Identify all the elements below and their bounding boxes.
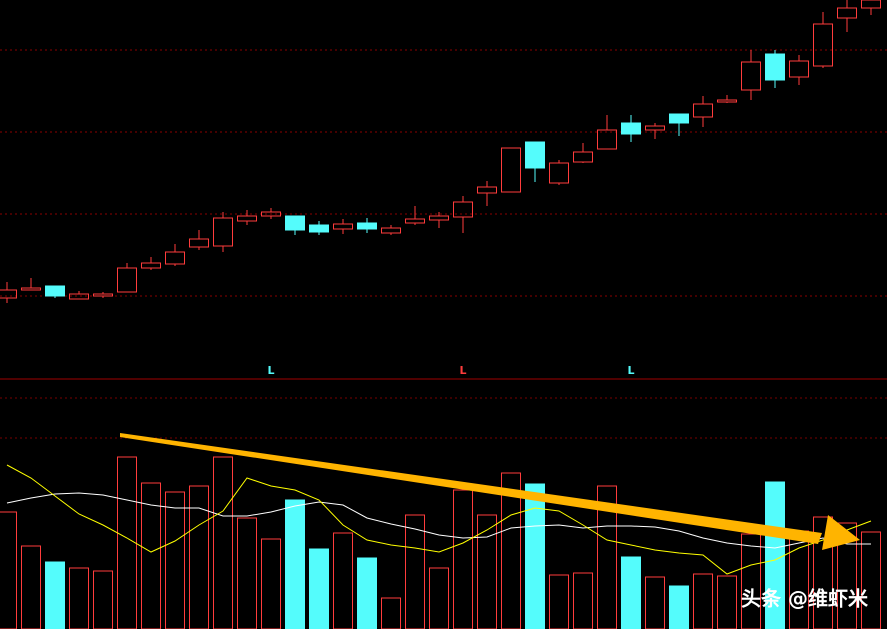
volume-bar <box>333 532 353 629</box>
candle-body <box>741 61 761 91</box>
candle-body <box>333 223 353 230</box>
volume-bar <box>525 483 545 629</box>
volume-bar <box>501 472 521 629</box>
signal-marker: L <box>627 364 634 377</box>
candle-body <box>357 222 377 230</box>
candle-body <box>453 201 473 218</box>
candle-body <box>237 215 257 222</box>
candle-body <box>477 186 497 194</box>
candle-body <box>765 53 785 81</box>
candle-body <box>309 224 329 233</box>
watermark: 头条 @维虾米 <box>741 587 869 611</box>
candle-body <box>189 238 209 248</box>
volume-bar <box>645 576 665 629</box>
candle-body <box>285 215 305 231</box>
volume-bar <box>837 522 857 629</box>
volume-bar <box>69 567 89 629</box>
candle-body <box>693 103 713 118</box>
volume-bar <box>621 556 641 629</box>
moving-average <box>6 492 871 549</box>
candle-body <box>501 147 521 193</box>
candle-body <box>597 129 617 150</box>
volume-bar <box>93 570 113 629</box>
candle-body <box>213 217 233 247</box>
candle-body <box>717 99 737 103</box>
arrow-head <box>822 515 860 550</box>
volume-bar <box>693 573 713 629</box>
volume-bar <box>429 567 449 629</box>
volume-bar <box>549 574 569 629</box>
volume-bar <box>141 482 161 629</box>
volume-bar <box>357 557 377 629</box>
candle-body <box>69 293 89 300</box>
volume-bar <box>285 499 305 629</box>
candle-body <box>549 162 569 184</box>
candle-body <box>0 289 17 299</box>
candle-body <box>45 285 65 297</box>
candle-body <box>573 151 593 163</box>
candle-body <box>813 23 833 67</box>
candle-body <box>621 122 641 135</box>
volume-bar <box>213 456 233 629</box>
volume-bar <box>573 572 593 629</box>
volume-bar <box>813 516 833 629</box>
volume-bar <box>453 489 473 629</box>
volume-bar <box>477 514 497 629</box>
volume-bar <box>309 548 329 629</box>
arrow <box>120 433 860 550</box>
volume-bar <box>405 514 425 629</box>
candle-body <box>21 287 41 291</box>
volume-bar <box>45 561 65 629</box>
volume-bar <box>261 538 281 629</box>
candle-body <box>165 251 185 265</box>
candle-body <box>405 218 425 224</box>
candle-body <box>93 293 113 297</box>
candle-body <box>525 141 545 169</box>
volume-bar <box>165 491 185 629</box>
candle-body <box>117 267 137 293</box>
candle-body <box>645 125 665 131</box>
volume-bar <box>117 456 137 629</box>
candle-body <box>669 113 689 124</box>
volume-bar <box>597 485 617 629</box>
candle-body <box>789 60 809 78</box>
volume-bar <box>237 517 257 629</box>
volume-bar <box>741 533 761 629</box>
candle-body <box>261 211 281 217</box>
volume-bar <box>189 485 209 629</box>
signal-marker: L <box>459 364 466 377</box>
arrow-shaft <box>120 433 822 544</box>
volume-bar <box>0 511 17 629</box>
volume-bar <box>669 585 689 629</box>
volume-bar <box>717 575 737 629</box>
volume-bar <box>381 597 401 629</box>
moving-average <box>6 464 872 575</box>
signal-marker: L <box>267 364 274 377</box>
volume-bar <box>21 545 41 629</box>
volume-bar <box>861 531 881 629</box>
candle-body <box>429 215 449 221</box>
candle-body <box>861 0 881 9</box>
candle-body <box>381 227 401 234</box>
candle-body <box>141 262 161 269</box>
candle-body <box>837 7 857 19</box>
